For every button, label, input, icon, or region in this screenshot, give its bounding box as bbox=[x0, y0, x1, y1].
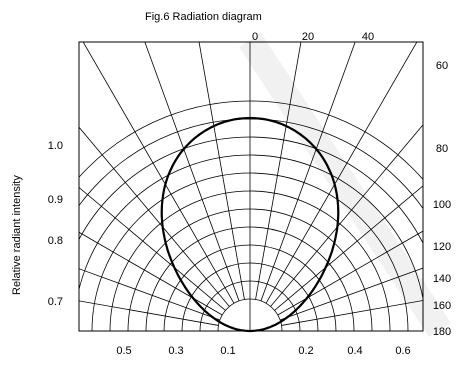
plot-frame bbox=[78, 41, 424, 332]
bottom-tick-label-right: 0.4 bbox=[347, 345, 362, 357]
grid-spoke bbox=[144, 42, 240, 302]
grid-spoke bbox=[82, 42, 235, 304]
angle-tick-label-top: 20 bbox=[302, 31, 314, 43]
angle-tick-label-right: 120 bbox=[433, 241, 451, 253]
chart-title: Fig.6 Radiation diagram bbox=[145, 11, 262, 23]
radial-tick-label: 1.0 bbox=[48, 140, 63, 152]
tick-labels: 0 20 40 60 80 100 120 140 160 180 1.0 0.9 0.8 0.7 0.5 0… bbox=[48, 31, 451, 357]
grid-spoke bbox=[270, 124, 423, 307]
grid-spoke bbox=[79, 300, 219, 326]
angle-tick-label-right: 180 bbox=[433, 326, 451, 338]
grid-spoke bbox=[79, 126, 230, 307]
angle-tick-label-right: 100 bbox=[433, 199, 451, 211]
grid-spoke bbox=[277, 230, 423, 316]
bottom-tick-label-right: 0.2 bbox=[298, 345, 313, 357]
grid-spoke bbox=[79, 231, 223, 316]
bottom-tick-label-right: 0.6 bbox=[395, 345, 410, 357]
grid-spoke bbox=[255, 42, 302, 300]
angle-tick-label-right: 140 bbox=[433, 273, 451, 285]
radial-tick-label: 0.7 bbox=[48, 296, 63, 308]
grid-spoke bbox=[281, 300, 423, 326]
bottom-tick-label-left: 0.5 bbox=[116, 345, 131, 357]
grid-spoke bbox=[79, 268, 221, 321]
y-axis-label: Relative radiant intensity bbox=[11, 175, 23, 295]
grid-spoke bbox=[260, 42, 356, 302]
angle-tick-label-top: 40 bbox=[362, 31, 374, 43]
angle-tick-label-top: 0 bbox=[252, 31, 258, 43]
grid-spoke bbox=[274, 185, 423, 311]
angle-tick-label-right: 160 bbox=[433, 300, 451, 312]
angle-tick-label-right: 80 bbox=[436, 143, 448, 155]
grid-spoke bbox=[79, 186, 226, 311]
bottom-tick-label-left: 0.3 bbox=[168, 345, 183, 357]
radial-tick-label: 0.9 bbox=[48, 194, 63, 206]
radial-tick-label: 0.8 bbox=[48, 235, 63, 247]
grid-spoke bbox=[279, 267, 423, 321]
grid-spoke bbox=[198, 42, 245, 300]
grid-spoke bbox=[265, 42, 418, 304]
angle-tick-label-right: 60 bbox=[436, 60, 448, 72]
bottom-tick-label-left: 0.1 bbox=[220, 345, 235, 357]
